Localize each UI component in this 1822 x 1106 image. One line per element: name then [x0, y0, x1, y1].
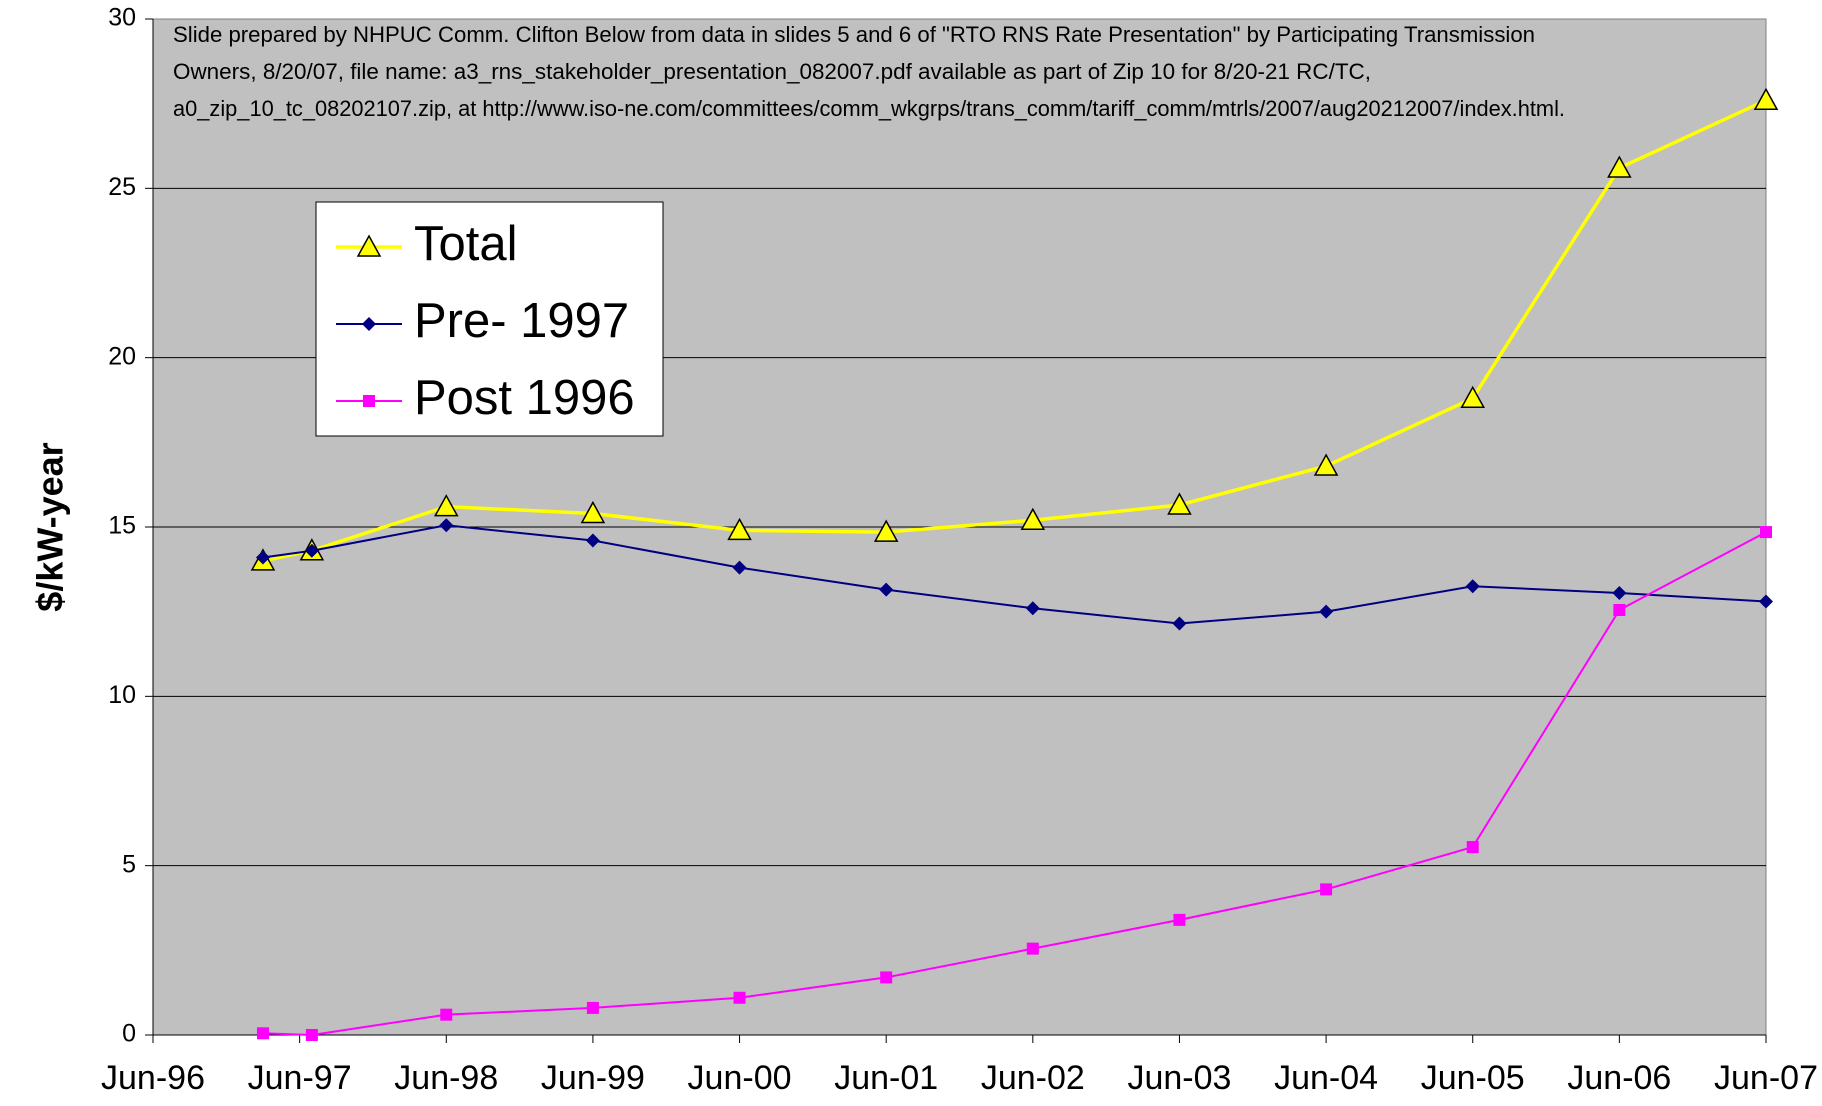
marker [440, 1008, 453, 1021]
marker [1319, 604, 1334, 619]
marker [873, 519, 899, 542]
marker [1167, 492, 1192, 515]
x-tick-label: Jun-02 [981, 1059, 1085, 1097]
marker [1313, 453, 1339, 476]
x-tick-label: Jun-06 [1567, 1059, 1671, 1097]
x-tick-label: Jun-01 [834, 1059, 938, 1097]
legend-marker [356, 234, 382, 257]
marker [586, 1001, 599, 1014]
marker [1460, 385, 1485, 409]
marker [1466, 841, 1479, 854]
x-tick-label: Jun-03 [1127, 1059, 1231, 1097]
marker [1172, 616, 1187, 631]
marker [580, 500, 606, 524]
annotation: a0_zip_10_tc_08202107.zip, at http://www… [173, 96, 1565, 121]
x-tick-label: Jun-97 [248, 1059, 352, 1097]
marker [439, 518, 454, 533]
legend-label: Post 1996 [414, 371, 635, 425]
marker [434, 494, 459, 517]
marker [1020, 507, 1046, 530]
marker [1607, 155, 1632, 178]
annotation: Slide prepared by NHPUC Comm. Clifton Be… [173, 22, 1535, 47]
marker [1760, 526, 1772, 539]
y-axis-label: $/kW-year [30, 442, 71, 611]
marker [304, 543, 319, 558]
marker [879, 582, 894, 597]
x-tick-label: Jun-98 [394, 1059, 498, 1097]
marker [1025, 601, 1040, 616]
y-tick-label: 20 [108, 342, 136, 370]
x-tick-label: Jun-99 [541, 1059, 645, 1097]
marker [1612, 586, 1627, 601]
marker [305, 1029, 318, 1041]
y-tick-label: 15 [108, 512, 136, 540]
marker [727, 517, 752, 541]
marker [732, 560, 747, 575]
x-tick-label: Jun-07 [1714, 1059, 1818, 1097]
annotation: Owners, 8/20/07, file name: a3_rns_stake… [173, 59, 1371, 84]
marker [880, 971, 893, 984]
legend-marker [363, 395, 375, 407]
y-tick-label: 25 [108, 173, 136, 201]
y-tick-label: 30 [108, 4, 136, 32]
series-line [262, 524, 1767, 625]
marker [255, 550, 270, 565]
marker [1026, 942, 1039, 955]
y-tick-label: 0 [122, 1020, 136, 1048]
marker [585, 533, 600, 548]
marker [1173, 913, 1186, 926]
x-tick-label: Jun-05 [1421, 1059, 1525, 1097]
marker [733, 991, 746, 1004]
x-tick-label: Jun-96 [101, 1059, 205, 1097]
x-tick-label: Jun-00 [688, 1059, 792, 1097]
y-tick-label: 10 [108, 681, 136, 709]
legend-marker [362, 317, 376, 331]
series-line [262, 531, 1767, 1037]
x-tick-label: Jun-04 [1274, 1059, 1378, 1097]
marker [1613, 603, 1626, 616]
y-tick-label: 5 [122, 850, 136, 878]
marker [1465, 579, 1480, 594]
legend-label: Pre- 1997 [414, 294, 629, 348]
series-line [262, 98, 1767, 563]
marker [1753, 87, 1779, 111]
marker [1759, 594, 1773, 609]
marker [1320, 883, 1333, 896]
marker [256, 1027, 269, 1040]
legend-label: Total [414, 217, 518, 271]
